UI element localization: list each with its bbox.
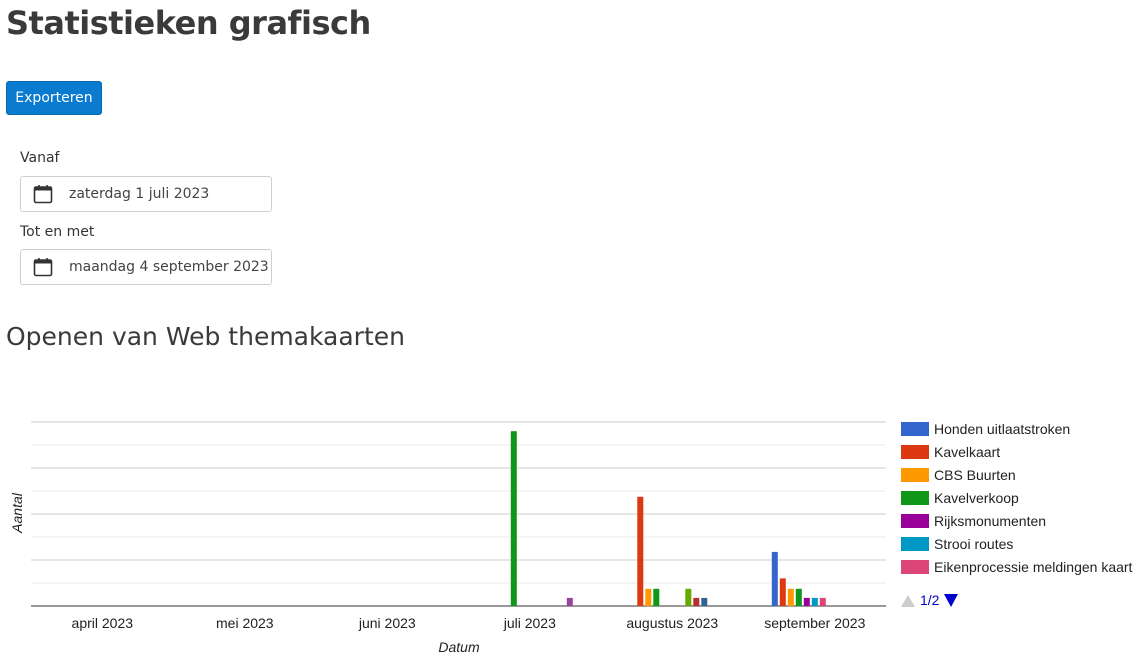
bar[interactable]: [645, 588, 652, 607]
to-date-label: Tot en met: [20, 224, 95, 240]
calendar-icon: [33, 258, 53, 277]
bar[interactable]: [510, 431, 517, 606]
legend-label[interactable]: Kavelverkoop: [934, 490, 1019, 506]
chart-x-ticks: april 2023 mei 2023 juni 2023 juli 2023 augu…: [72, 615, 866, 631]
legend-pager: 1/2: [901, 592, 958, 608]
bar[interactable]: [566, 597, 573, 606]
bar[interactable]: [685, 588, 692, 607]
bar[interactable]: [811, 597, 818, 606]
chart-bars: [510, 431, 826, 607]
chart-grid: [31, 421, 886, 607]
legend-label[interactable]: CBS Buurten: [934, 467, 1016, 483]
x-tick-label: september 2023: [764, 615, 865, 631]
x-tick-label: juni 2023: [358, 615, 416, 631]
x-tick-label: augustus 2023: [626, 615, 718, 631]
chart-section-title: Openen van Web themakaarten: [6, 322, 405, 351]
x-tick-label: mei 2023: [216, 615, 274, 631]
legend-label[interactable]: Eikenprocessie meldingen kaart: [934, 559, 1133, 575]
page-title: Statistieken grafisch: [6, 4, 371, 42]
bar[interactable]: [701, 597, 708, 606]
bar[interactable]: [779, 578, 786, 606]
bar[interactable]: [693, 597, 700, 606]
triangle-down-icon[interactable]: [944, 594, 958, 607]
legend-label[interactable]: Strooi routes: [934, 536, 1013, 552]
legend-swatch: [901, 560, 929, 574]
y-axis-title: Aantal: [9, 492, 25, 534]
from-date-value: zaterdag 1 juli 2023: [69, 186, 210, 202]
legend-page-label: 1/2: [920, 592, 940, 608]
legend-swatch: [901, 445, 929, 459]
from-date-label: Vanaf: [20, 150, 60, 166]
bar[interactable]: [637, 496, 644, 607]
bar-chart: april 2023 mei 2023 juni 2023 juli 2023 augu…: [9, 421, 1133, 655]
to-date-value: maandag 4 september 2023: [69, 259, 269, 275]
x-tick-label: juli 2023: [503, 615, 556, 631]
bar[interactable]: [819, 597, 826, 606]
legend-swatch: [901, 468, 929, 482]
bar[interactable]: [653, 588, 660, 607]
legend-swatch: [901, 422, 929, 436]
triangle-up-icon[interactable]: [901, 595, 915, 607]
legend-swatch: [901, 491, 929, 505]
legend-swatch: [901, 514, 929, 528]
from-date-field[interactable]: zaterdag 1 juli 2023: [20, 176, 272, 212]
bar[interactable]: [795, 588, 802, 607]
bar[interactable]: [803, 597, 810, 606]
x-tick-label: april 2023: [72, 615, 134, 631]
legend-label[interactable]: Rijksmonumenten: [934, 513, 1046, 529]
export-button[interactable]: Exporteren: [6, 81, 102, 115]
bar[interactable]: [787, 588, 794, 607]
legend-label[interactable]: Kavelkaart: [934, 444, 1000, 460]
bar[interactable]: [771, 551, 778, 606]
legend-swatch: [901, 537, 929, 551]
to-date-field[interactable]: maandag 4 september 2023: [20, 249, 272, 285]
legend-label[interactable]: Honden uitlaatstroken: [934, 421, 1070, 437]
calendar-icon: [33, 185, 53, 204]
x-axis-title: Datum: [438, 639, 480, 655]
chart-legend: Honden uitlaatstroken Kavelkaart CBS Buurt…: [901, 421, 1133, 575]
